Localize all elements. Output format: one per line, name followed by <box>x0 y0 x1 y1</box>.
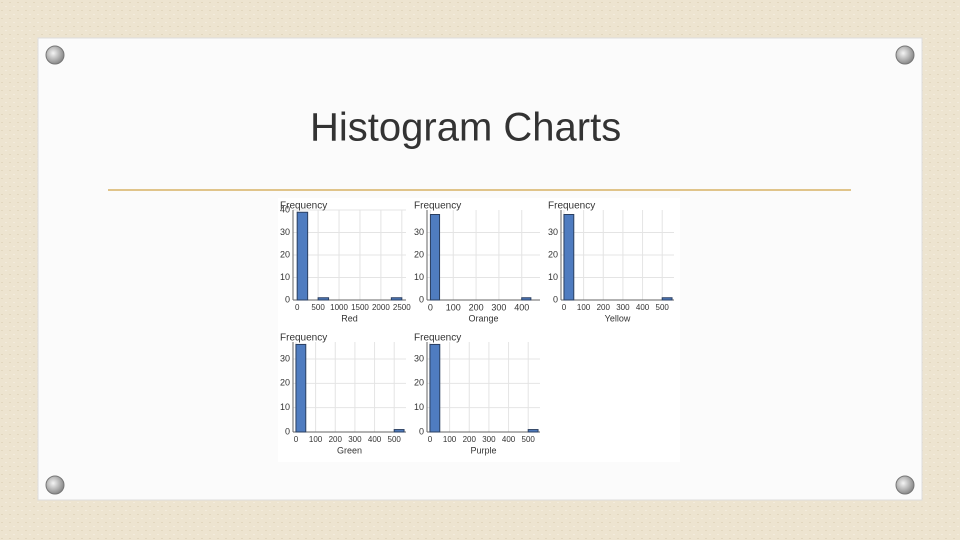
y-tick-label: 40 <box>280 204 290 214</box>
x-tick-label: 200 <box>329 435 343 444</box>
x-axis-label: Purple <box>470 445 496 455</box>
bar <box>521 297 532 301</box>
bar <box>393 429 405 433</box>
y-tick-label: 10 <box>280 402 290 412</box>
y-tick-label: 0 <box>285 294 290 304</box>
bar <box>661 297 673 301</box>
x-tick-label: 0 <box>295 303 300 312</box>
y-tick-label: 0 <box>553 294 558 304</box>
chart-panel <box>278 198 680 462</box>
slide-title: Histogram Charts <box>310 106 621 150</box>
x-tick-label: 400 <box>368 435 382 444</box>
y-axis-label: Frequency <box>280 333 327 344</box>
x-tick-label: 1500 <box>351 303 369 312</box>
x-tick-label: 300 <box>491 302 506 312</box>
bar <box>563 214 575 301</box>
y-tick-label: 20 <box>548 249 558 259</box>
x-tick-label: 0 <box>294 435 299 444</box>
x-tick-label: 100 <box>446 302 461 312</box>
x-tick-label: 2500 <box>393 303 411 312</box>
x-tick-label: 100 <box>309 435 323 444</box>
y-tick-label: 30 <box>548 227 558 237</box>
x-tick-label: 0 <box>428 435 433 444</box>
x-axis-label: Yellow <box>605 313 631 323</box>
y-tick-label: 20 <box>414 378 424 388</box>
x-tick-label: 100 <box>577 303 591 312</box>
x-tick-label: 2000 <box>372 303 390 312</box>
y-axis-label: Frequency <box>280 201 327 212</box>
x-tick-label: 300 <box>616 303 630 312</box>
bar <box>296 211 309 301</box>
x-tick-label: 500 <box>522 435 536 444</box>
x-tick-label: 200 <box>469 302 484 312</box>
y-tick-label: 10 <box>280 272 290 282</box>
x-tick-label: 400 <box>636 303 650 312</box>
y-tick-label: 20 <box>280 249 290 259</box>
x-tick-label: 0 <box>562 303 567 312</box>
x-tick-label: 1000 <box>330 303 348 312</box>
y-tick-label: 30 <box>280 227 290 237</box>
y-tick-label: 0 <box>419 426 424 436</box>
y-tick-label: 20 <box>280 378 290 388</box>
y-tick-label: 10 <box>548 272 558 282</box>
bar <box>429 214 441 301</box>
bar <box>527 429 539 433</box>
x-axis-label: Orange <box>468 313 498 323</box>
bar <box>295 343 307 433</box>
bar <box>390 297 403 301</box>
y-axis-label: Frequency <box>414 333 461 344</box>
y-tick-label: 10 <box>414 272 424 282</box>
x-tick-label: 200 <box>597 303 611 312</box>
x-tick-label: 400 <box>502 435 516 444</box>
x-axis-label: Red <box>341 313 358 323</box>
x-tick-label: 500 <box>388 435 402 444</box>
x-tick-label: 500 <box>311 303 325 312</box>
y-tick-label: 10 <box>414 402 424 412</box>
y-tick-label: 0 <box>419 294 424 304</box>
y-axis-label: Frequency <box>414 201 461 212</box>
y-tick-label: 30 <box>414 227 424 237</box>
screws <box>45 45 915 495</box>
y-tick-label: 0 <box>285 426 290 436</box>
x-axis-label: Green <box>337 445 362 455</box>
bar <box>317 297 330 301</box>
x-tick-label: 200 <box>463 435 477 444</box>
x-tick-label: 500 <box>656 303 670 312</box>
y-tick-label: 20 <box>414 249 424 259</box>
x-tick-label: 300 <box>348 435 362 444</box>
x-tick-label: 100 <box>443 435 457 444</box>
x-tick-label: 300 <box>482 435 496 444</box>
bar <box>429 343 441 433</box>
y-tick-label: 30 <box>280 353 290 363</box>
x-tick-label: 0 <box>428 302 433 312</box>
y-tick-label: 30 <box>414 353 424 363</box>
x-tick-label: 400 <box>514 302 529 312</box>
y-axis-label: Frequency <box>548 201 595 212</box>
